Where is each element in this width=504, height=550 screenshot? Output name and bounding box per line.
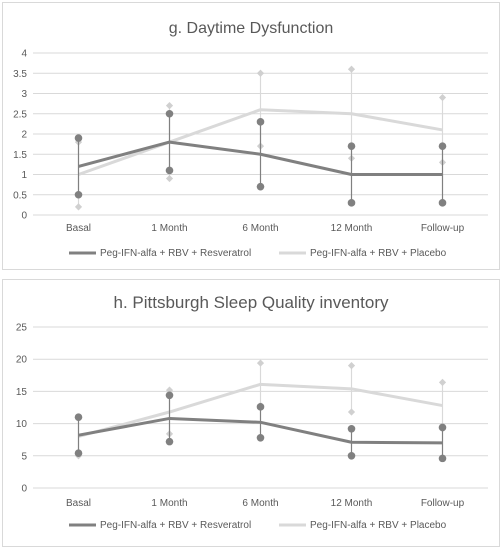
x-tick-label: 1 Month xyxy=(151,498,187,509)
chart-daytime-dysfunction: g. Daytime Dysfunction 0 0.5 1 1.5 2 2.5 3 3.5 4… xyxy=(13,20,488,259)
error-marker xyxy=(74,134,83,142)
x-tick-label: Follow-up xyxy=(421,223,465,234)
error-marker xyxy=(347,199,356,207)
legend-label: Peg-IFN-alfa + RBV + Placebo xyxy=(310,520,447,531)
error-marker xyxy=(347,142,356,150)
error-marker xyxy=(438,378,447,386)
series-line xyxy=(78,140,443,176)
chart-panel-daytime-dysfunction: g. Daytime Dysfunction 0 0.5 1 1.5 2 2.5 3 3.5 4… xyxy=(2,2,500,270)
error-marker xyxy=(438,454,447,463)
error-marker xyxy=(438,142,447,150)
x-tick-label: 6 Month xyxy=(242,498,278,509)
y-tick-label: 25 xyxy=(16,323,28,334)
error-marker xyxy=(165,109,174,118)
y-tick-label: 0 xyxy=(21,484,27,495)
x-tick-label: 1 Month xyxy=(151,223,187,234)
series-line xyxy=(77,108,443,176)
y-tick-label: 4 xyxy=(21,49,27,60)
y-tick-label: 2 xyxy=(21,130,27,141)
y-tick-label: 3 xyxy=(21,89,27,100)
error-marker xyxy=(165,102,174,110)
error-marker xyxy=(165,386,174,394)
error-marker xyxy=(438,93,447,102)
y-tick-label: 3.5 xyxy=(13,69,27,80)
y-tick-label: 2.5 xyxy=(13,109,27,120)
error-marker xyxy=(347,65,356,73)
chart-panel-pittsburgh-sleep: h. Pittsburgh Sleep Quality inventory 0 5… xyxy=(2,279,500,547)
x-tick-label: 12 Month xyxy=(331,223,373,234)
legend-label: Peg-IFN-alfa + RBV + Resveratrol xyxy=(100,248,251,259)
error-marker xyxy=(74,413,83,421)
error-marker xyxy=(256,359,265,367)
error-marker xyxy=(347,452,356,460)
error-marker xyxy=(74,190,83,199)
x-tick-label: 6 Month xyxy=(242,223,278,234)
chart-title: h. Pittsburgh Sleep Quality inventory xyxy=(114,293,389,312)
error-marker xyxy=(438,199,447,207)
y-tick-label: 0.5 xyxy=(13,190,27,201)
error-marker xyxy=(165,437,174,446)
y-tick-label: 0 xyxy=(21,211,27,222)
y-tick-label: 1 xyxy=(21,170,27,181)
chart-pittsburgh-sleep-quality: h. Pittsburgh Sleep Quality inventory 0 5… xyxy=(16,293,488,531)
error-marker xyxy=(165,174,174,183)
series-line xyxy=(78,382,443,438)
error-marker xyxy=(347,424,356,433)
x-tick-label: 12 Month xyxy=(331,498,373,509)
error-marker xyxy=(165,391,174,400)
error-marker xyxy=(165,166,174,175)
x-tick-label: Basal xyxy=(66,498,91,509)
error-marker xyxy=(347,408,356,416)
error-marker xyxy=(256,118,265,126)
legend-label: Peg-IFN-alfa + RBV + Resveratrol xyxy=(100,520,251,531)
error-marker xyxy=(256,69,265,77)
error-marker xyxy=(347,362,356,370)
error-marker xyxy=(438,423,447,432)
y-tick-label: 1.5 xyxy=(13,150,27,161)
legend-label: Peg-IFN-alfa + RBV + Placebo xyxy=(310,248,447,259)
y-tick-label: 5 xyxy=(21,451,27,462)
x-tick-label: Follow-up xyxy=(421,498,465,509)
x-tick-label: Basal xyxy=(66,223,91,234)
y-tick-label: 10 xyxy=(16,419,28,430)
error-marker xyxy=(256,182,265,191)
y-tick-label: 15 xyxy=(16,387,28,398)
error-marker xyxy=(74,449,83,458)
error-marker xyxy=(256,403,265,411)
error-marker xyxy=(74,203,83,211)
series-line xyxy=(78,416,443,445)
error-marker xyxy=(256,433,265,442)
y-tick-label: 20 xyxy=(16,355,28,366)
chart-title: g. Daytime Dysfunction xyxy=(169,20,334,37)
